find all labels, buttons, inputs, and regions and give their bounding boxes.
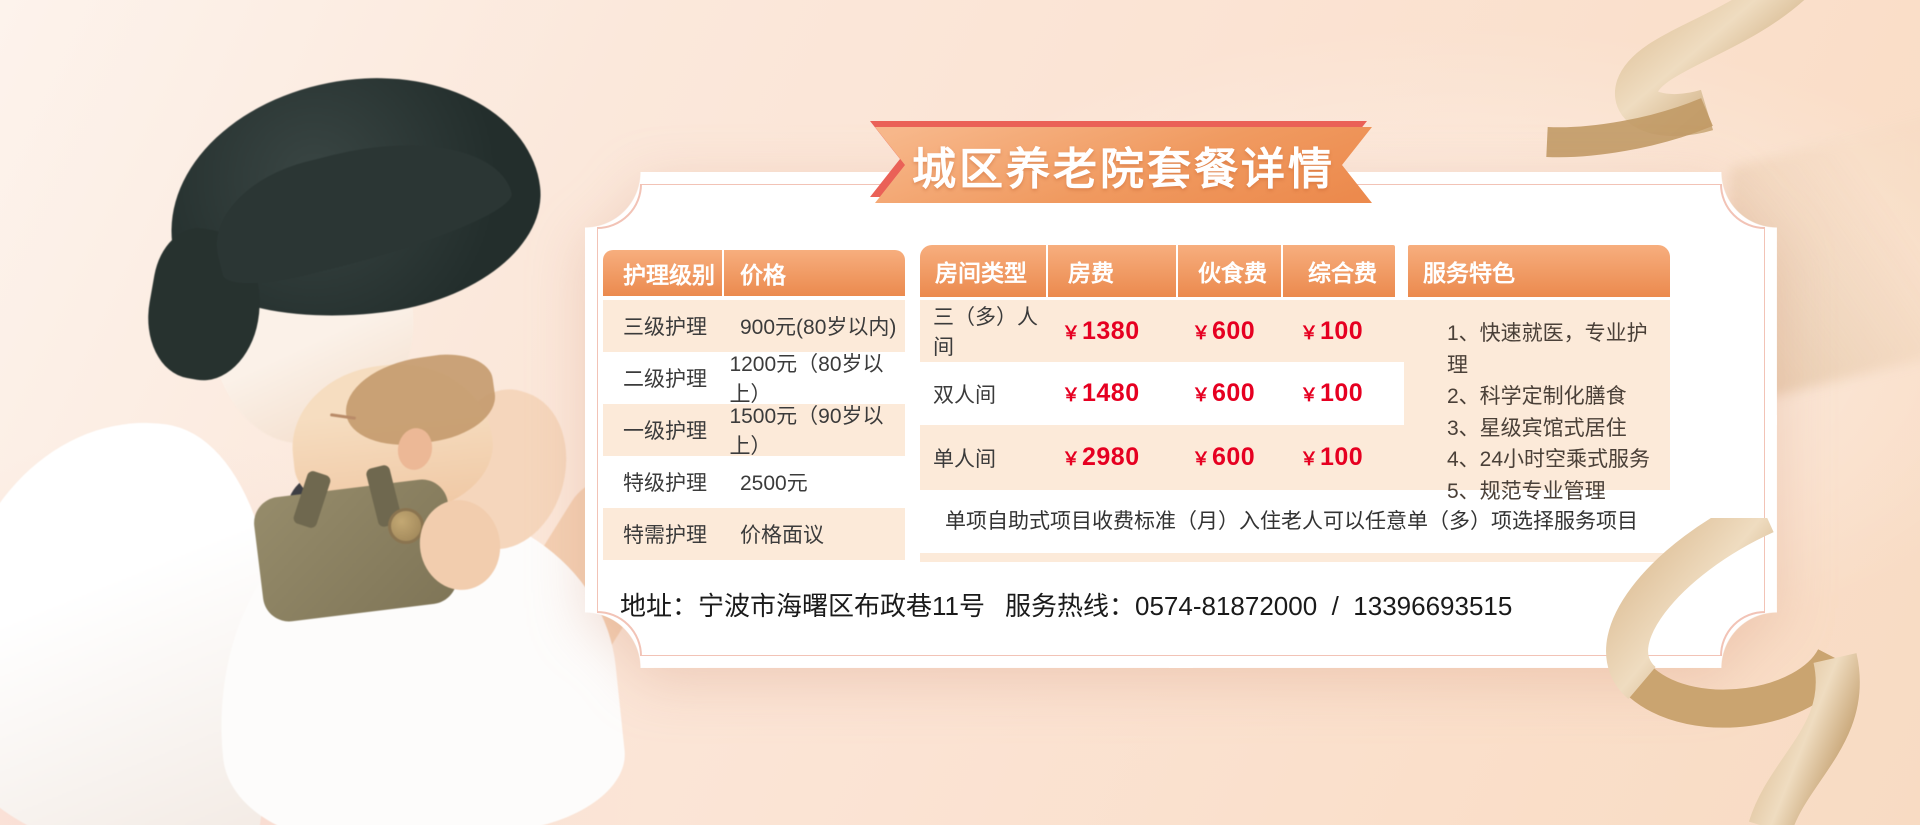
table-row: 二级护理 1200元（80岁以上） — [603, 352, 905, 406]
care-level: 特需护理 — [623, 524, 707, 547]
baby-overall-button — [388, 508, 424, 544]
care-level: 一级护理 — [623, 420, 707, 443]
room-type: 双人间 — [933, 383, 996, 407]
care-price: 2500元 — [740, 472, 808, 495]
care-price: 价格面议 — [740, 524, 824, 547]
care-price: 1200元（80岁以上） — [729, 353, 884, 406]
misc-fee: ￥100 — [1283, 317, 1395, 346]
table-row: 三级护理 900元(80岁以内) — [603, 300, 905, 352]
hotline-text: 服务热线：0574-81872000 / 13396693515 — [1005, 591, 1513, 621]
food-fee: ￥600 — [1178, 443, 1283, 472]
gold-ribbon-bottom-icon — [1606, 518, 1860, 825]
care-level-column-header: 护理级别 — [603, 250, 724, 296]
food-fee-value: 600 — [1212, 316, 1256, 345]
yen-symbol: ￥ — [1300, 322, 1318, 343]
yen-symbol: ￥ — [1062, 385, 1080, 405]
yen-symbol: ￥ — [1192, 322, 1210, 343]
care-table-header: 护理级别 价格 — [603, 250, 905, 296]
care-table-body: 三级护理 900元(80岁以内) 二级护理 1200元（80岁以上） 一级护理 … — [603, 300, 905, 560]
care-price: 1500元（90岁以上） — [729, 405, 884, 458]
care-level: 特级护理 — [623, 472, 707, 495]
misc-fee-value: 100 — [1320, 316, 1364, 345]
yen-symbol: ￥ — [1192, 385, 1210, 405]
pricing-note: 单项自助式项目收费标准（月）入住老人可以任意单（多）项选择服务项目 — [945, 510, 1638, 533]
title-banner: 城区养老院套餐详情 — [875, 127, 1372, 203]
list-item: 2、科学定制化膳食 — [1447, 385, 1627, 408]
table-row: 特需护理 价格面议 — [603, 508, 905, 560]
title-banner-face: 城区养老院套餐详情 — [875, 127, 1372, 203]
yen-symbol: ￥ — [1062, 322, 1080, 343]
room-fee-value: 2980 — [1082, 443, 1140, 471]
list-item: 4、24小时空乘式服务 — [1447, 448, 1651, 471]
list-item: 5、规范专业管理 — [1447, 479, 1606, 503]
service-features-list: 1、快速就医，专业护理 2、科学定制化膳食 3、星级宾馆式居住 4、24小时空乘… — [1447, 318, 1662, 507]
care-price-column-header: 价格 — [740, 262, 786, 288]
room-fee-value: 1480 — [1082, 379, 1140, 407]
room-fee-column-header: 房费 — [1048, 245, 1178, 297]
room-table-header: 房间类型 房费 伙食费 综合费 服务特色 — [920, 245, 1670, 297]
room-fee-value: 1380 — [1082, 316, 1140, 345]
care-level: 三级护理 — [623, 316, 707, 339]
misc-fee-value: 100 — [1320, 443, 1364, 471]
room-table-header-left-block: 房间类型 房费 伙食费 综合费 — [920, 245, 1395, 297]
yen-symbol: ￥ — [1300, 385, 1318, 405]
card-inner-border — [597, 184, 1765, 656]
food-fee-value: 600 — [1212, 443, 1256, 471]
table-row: 三（多）人间 ￥1380 ￥600 ￥100 — [920, 300, 1404, 362]
features-column-header: 服务特色 — [1408, 245, 1670, 297]
gold-ribbon-top-icon — [1546, 0, 1805, 158]
yen-symbol: ￥ — [1300, 449, 1318, 469]
room-fee: ￥1480 — [1048, 379, 1178, 408]
misc-fee-value: 100 — [1320, 379, 1364, 407]
care-level: 二级护理 — [623, 368, 707, 391]
room-type-column-header: 房间类型 — [920, 245, 1048, 297]
yen-symbol: ￥ — [1062, 449, 1080, 469]
room-fee: ￥1380 — [1048, 317, 1178, 346]
room-type: 单人间 — [933, 447, 996, 471]
row-highlight-band — [920, 362, 1404, 425]
table-row: 单人间 ￥2980 ￥600 ￥100 — [920, 425, 1404, 490]
page-title: 城区养老院套餐详情 — [912, 145, 1335, 194]
misc-fee: ￥100 — [1283, 443, 1395, 472]
table-row: 一级护理 1500元（90岁以上） — [603, 404, 905, 458]
note-row-background — [920, 490, 1670, 553]
misc-fee-column-header: 综合费 — [1308, 260, 1377, 286]
food-fee-column-header: 伙食费 — [1178, 245, 1283, 297]
care-level-table: 护理级别 价格 三级护理 900元(80岁以内) 二级护理 1200元（80岁以… — [603, 250, 905, 560]
table-row: 特级护理 2500元 — [603, 456, 905, 508]
room-table-body: 三（多）人间 ￥1380 ￥600 ￥100 双人间 ￥1480 ￥600 ￥1… — [920, 300, 1670, 562]
address-text: 地址：宁波市海曙区布政巷11号 — [620, 591, 985, 621]
list-item: 1、快速就医，专业护理 — [1447, 322, 1648, 377]
room-type: 三（多）人间 — [933, 306, 1038, 359]
table-row: 双人间 ￥1480 ￥600 ￥100 — [920, 362, 1404, 425]
room-fee: ￥2980 — [1048, 443, 1178, 472]
food-fee-value: 600 — [1212, 379, 1256, 407]
header-gap — [1395, 245, 1408, 297]
food-fee: ￥600 — [1178, 317, 1283, 346]
care-price: 900元(80岁以内) — [740, 316, 897, 339]
list-item: 3、星级宾馆式居住 — [1447, 416, 1627, 440]
yen-symbol: ￥ — [1192, 449, 1210, 469]
misc-fee: ￥100 — [1283, 379, 1395, 408]
food-fee: ￥600 — [1178, 379, 1283, 408]
caregiver-baby-photo — [0, 0, 691, 825]
